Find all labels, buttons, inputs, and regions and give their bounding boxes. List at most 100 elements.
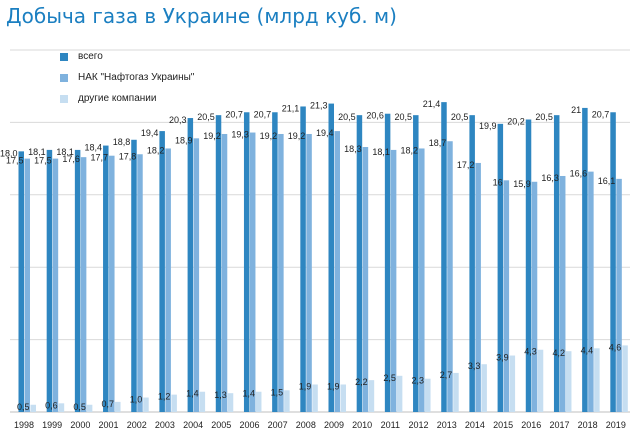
x-tick-label: 2012 xyxy=(409,420,429,430)
data-label-total: 20,7 xyxy=(254,109,272,119)
data-label-naftogaz: 17,2 xyxy=(457,160,475,170)
data-label-other: 3,3 xyxy=(468,361,481,371)
x-tick-label: 2013 xyxy=(437,420,457,430)
bar-total xyxy=(356,115,363,412)
x-tick-label: 2005 xyxy=(211,420,231,430)
bar-total xyxy=(46,149,53,413)
legend-item-naftogaz: НАК "Нафтогаз Украины" xyxy=(60,67,194,88)
bar-naftogaz xyxy=(475,162,481,412)
bar-total xyxy=(328,103,334,413)
data-label-total: 21,3 xyxy=(310,101,328,111)
data-label-other: 0,5 xyxy=(73,402,86,412)
bar-naftogaz xyxy=(193,138,200,412)
bar-total xyxy=(243,112,250,412)
x-tick-label: 1999 xyxy=(42,420,62,430)
bar-naftogaz xyxy=(137,154,143,413)
data-label-naftogaz: 19,4 xyxy=(316,128,334,138)
bar-total xyxy=(187,118,194,412)
x-tick-label: 2010 xyxy=(352,420,372,430)
data-label-naftogaz: 18,2 xyxy=(401,145,419,155)
bar-other xyxy=(58,403,65,412)
bar-other xyxy=(30,404,36,412)
bar-total xyxy=(384,113,391,412)
x-tick-label: 2008 xyxy=(296,420,316,430)
data-label-naftogaz: 17,6 xyxy=(62,154,80,164)
x-tick-label: 2003 xyxy=(155,420,175,430)
bar-naftogaz xyxy=(531,181,538,412)
data-label-total: 18,4 xyxy=(85,143,103,153)
bar-other xyxy=(86,404,93,412)
bar-naftogaz xyxy=(165,148,171,413)
bars xyxy=(18,102,628,413)
data-label-naftogaz: 18,2 xyxy=(147,145,165,155)
bar-other xyxy=(171,394,177,412)
chart-title: Добыча газа в Украине (млрд куб. м) xyxy=(6,4,397,28)
bar-naftogaz xyxy=(109,155,115,413)
bar-other xyxy=(340,384,346,412)
legend-swatch-naftogaz xyxy=(60,73,68,82)
data-labels: 18,017,50,518,117,50,618,117,60,518,417,… xyxy=(0,99,621,412)
bar-naftogaz xyxy=(24,158,30,412)
x-tick-label: 1998 xyxy=(14,420,34,430)
data-label-total: 20,5 xyxy=(338,112,356,122)
data-label-naftogaz: 17,5 xyxy=(6,156,24,166)
data-label-naftogaz: 16 xyxy=(493,177,503,187)
legend: всего НАК "Нафтогаз Украины" другие комп… xyxy=(60,46,194,109)
x-tick-label: 2004 xyxy=(183,420,203,430)
data-label-total: 20,3 xyxy=(169,115,187,125)
data-label-other: 2,2 xyxy=(355,377,368,387)
bar-total xyxy=(553,115,560,412)
data-label-naftogaz: 19,3 xyxy=(231,130,249,140)
bar-other xyxy=(594,348,600,412)
bar-naftogaz xyxy=(334,131,340,412)
bar-other xyxy=(143,397,149,412)
bar-naftogaz xyxy=(559,175,566,412)
data-label-total: 21,4 xyxy=(423,99,441,109)
data-label-naftogaz: 16,1 xyxy=(598,176,616,186)
bar-total xyxy=(610,112,616,412)
x-tick-label: 2017 xyxy=(549,420,569,430)
bar-total xyxy=(18,151,24,413)
bar-other xyxy=(255,391,262,412)
legend-label-naftogaz: НАК "Нафтогаз Украины" xyxy=(78,72,195,83)
bar-total xyxy=(300,106,306,413)
bar-other xyxy=(425,378,431,412)
data-label-total: 18,1 xyxy=(56,147,74,157)
data-label-naftogaz: 16,3 xyxy=(541,173,559,183)
data-label-other: 4,2 xyxy=(552,348,565,358)
x-tick-label: 2011 xyxy=(381,420,400,430)
x-tick-label: 2006 xyxy=(239,420,259,430)
bar-naftogaz xyxy=(306,133,312,412)
data-label-other: 3,9 xyxy=(496,353,509,363)
data-label-total: 20,5 xyxy=(395,112,413,122)
data-label-naftogaz: 17,5 xyxy=(34,156,52,166)
data-label-naftogaz: 19,2 xyxy=(260,131,278,141)
bar-other xyxy=(565,351,572,412)
data-label-total: 21,1 xyxy=(282,103,300,113)
data-label-naftogaz: 18,1 xyxy=(372,147,390,157)
data-label-other: 0,5 xyxy=(17,402,30,412)
x-tick-label: 2015 xyxy=(493,420,513,430)
bar-other xyxy=(312,384,318,412)
data-label-other: 1,2 xyxy=(158,392,171,402)
bar-naftogaz xyxy=(249,132,256,412)
data-label-other: 4,4 xyxy=(581,345,594,355)
data-label-other: 1,9 xyxy=(327,381,340,391)
bar-naftogaz xyxy=(419,148,425,413)
bar-other xyxy=(537,349,544,412)
data-label-naftogaz: 18,3 xyxy=(344,144,362,154)
bar-naftogaz xyxy=(362,147,369,413)
data-label-total: 20,7 xyxy=(225,109,243,119)
data-label-total: 20,7 xyxy=(592,109,610,119)
legend-item-total: всего xyxy=(60,46,194,67)
data-label-other: 2,7 xyxy=(440,370,453,380)
bar-other xyxy=(396,375,403,412)
legend-label-total: всего xyxy=(78,51,103,62)
data-label-other: 1,0 xyxy=(130,395,143,405)
data-label-total: 19,4 xyxy=(141,128,159,138)
bar-other xyxy=(453,372,459,412)
data-label-naftogaz: 15,9 xyxy=(513,179,531,189)
bar-total xyxy=(74,149,81,413)
data-label-total: 20,5 xyxy=(451,112,469,122)
